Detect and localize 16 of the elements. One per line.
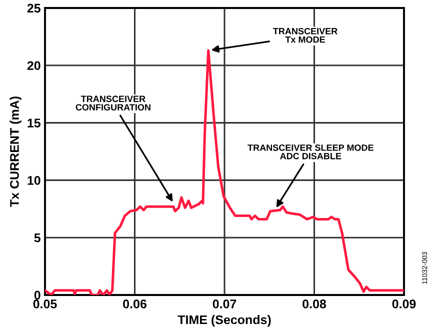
y-tick-label: 25 <box>27 4 40 13</box>
annotation: TRANSCEIVER CONFIGURATION <box>76 96 150 110</box>
annotation: TRANSCEIVER Tx MODE <box>273 28 338 43</box>
y-tick-label: 15 <box>28 118 40 128</box>
x-tick-label: 0.07 <box>212 299 236 308</box>
y-tick-label: 10 <box>28 176 40 185</box>
y-tick-label: 0 <box>34 290 40 300</box>
x-tick-label: 0.06 <box>123 299 146 308</box>
y-tick-label: 5 <box>34 234 40 242</box>
x-tick-label: 0.08 <box>302 299 326 308</box>
annotation: TRANSCEIVER SLEEP MODE ADC DISABLE <box>248 144 374 160</box>
y-axis-title: Tx CURRENT (mA) <box>10 96 22 207</box>
x-axis-title: TIME (Seconds) <box>178 314 271 327</box>
x-tick-label: 0.05 <box>33 299 57 308</box>
x-tick-label: 0.09 <box>392 299 416 308</box>
y-tick-label: 20 <box>27 61 40 70</box>
